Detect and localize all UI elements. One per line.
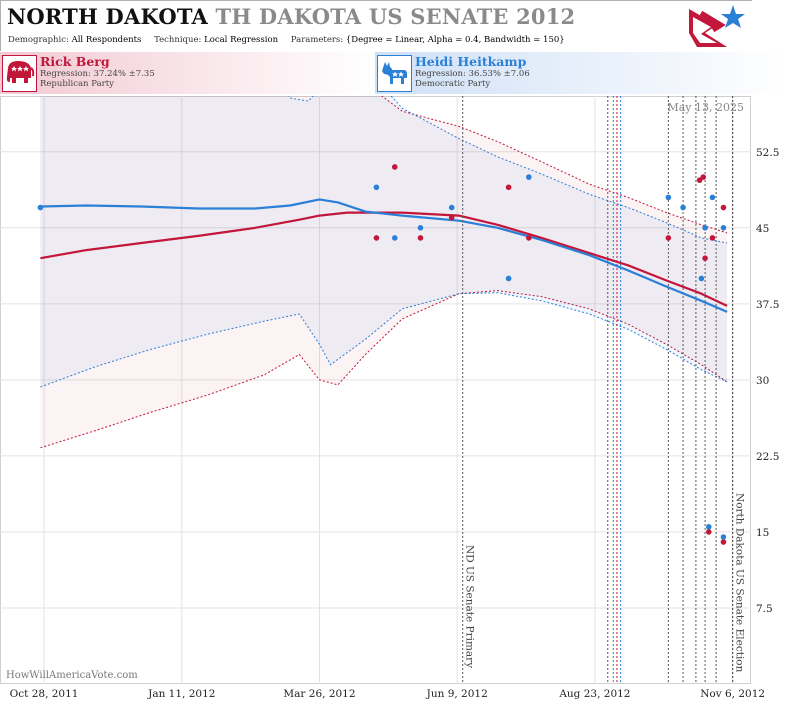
republican-trend-line [40, 211, 728, 307]
title-race: TH DAKOTA US SENATE 2012 [215, 4, 576, 29]
chart-grid [0, 96, 751, 684]
republican-party: Republican Party [40, 79, 114, 89]
vertical-annotations: ND US Senate Primary North Dakota US Sena… [462, 96, 746, 684]
poll-point [705, 529, 712, 535]
date-stamp: May 13, 2025 [667, 101, 744, 114]
x-tick-label: Mar 26, 2012 [283, 688, 355, 700]
y-tick-label: 37.5 [756, 299, 779, 311]
legend-democrat[interactable]: Heidi Heitkamp Regression: 36.53% ±7.06 … [375, 52, 789, 94]
poll-point [680, 204, 686, 211]
republican-band-fill [40, 96, 728, 448]
band-lower-edge [40, 292, 728, 388]
democrat-band-fill [40, 96, 728, 387]
poll-point [391, 235, 398, 241]
demographic-label: Demographic: [8, 35, 69, 45]
trend-lines [40, 198, 728, 313]
poll-point [417, 224, 424, 231]
x-tick-label: Jan 11, 2012 [147, 688, 215, 700]
chart-parameters: Demographic: All Respondents Technique: … [8, 35, 575, 45]
source-credit: HowWillAmericaVote.com [6, 670, 138, 681]
band-lower-edge [40, 290, 728, 449]
poll-point [702, 224, 708, 231]
plot-frame [0, 96, 751, 684]
parameters-value: {Degree = Linear, Alpha = 0.4, Bandwidth… [345, 35, 565, 45]
poll-point [720, 539, 727, 545]
confidence-bands [40, 96, 728, 449]
x-tick-label: Oct 28, 2011 [10, 688, 79, 700]
poll-point [505, 275, 512, 282]
x-tick-label: Nov 6, 2012 [700, 688, 765, 700]
poll-point [720, 224, 727, 231]
site-logo-icon[interactable] [687, 3, 749, 53]
poll-point [720, 204, 727, 211]
poll-point [705, 524, 712, 530]
poll-point [37, 204, 44, 211]
poll-point [505, 184, 512, 191]
technique-label: Technique: [154, 35, 202, 45]
democrat-regression: Regression: 36.53% ±7.06 [415, 69, 530, 79]
poll-point [391, 164, 398, 170]
x-axis-ticks: Oct 28, 2011 Jan 11, 2012 Mar 26, 2012 Jun … [10, 688, 765, 700]
parameters-label: Parameters: [290, 35, 344, 45]
republican-regression: Regression: 37.24% ±7.35 [40, 69, 155, 79]
donkey-icon [377, 55, 412, 92]
demographic-value: All Respondents [71, 35, 142, 45]
democrat-trend-line [40, 198, 728, 313]
poll-point [665, 235, 672, 241]
x-tick-label: Aug 23, 2012 [558, 688, 630, 700]
poll-point [665, 194, 672, 201]
candidate-legend: Rick Berg Regression: 37.24% ±7.35 Repub… [0, 52, 789, 94]
poll-point [373, 235, 380, 241]
annotation-label: ND US Senate Primary [464, 545, 476, 668]
democrat-party: Democratic Party [415, 79, 491, 89]
poll-point [696, 177, 703, 183]
elephant-icon [2, 55, 37, 92]
y-axis-ticks: 52.5 45 37.5 30 22.5 15 7.5 [756, 147, 779, 615]
band-upper-edge [288, 96, 728, 244]
poll-point [448, 204, 455, 211]
page-title: NORTH DAKOTA TH DAKOTA US SENATE 2012 [7, 4, 575, 29]
y-tick-label: 7.5 [756, 603, 773, 615]
poll-point [709, 194, 716, 201]
poll-point [702, 255, 708, 262]
poll-point [448, 214, 455, 221]
y-tick-label: 15 [756, 527, 769, 539]
y-tick-label: 22.5 [756, 451, 779, 463]
technique-value: Local Regression [204, 35, 279, 45]
poll-point [720, 534, 727, 540]
democrat-candidate-name: Heidi Heitkamp [415, 54, 527, 69]
legend-republican[interactable]: Rick Berg Regression: 37.24% ±7.35 Repub… [0, 52, 375, 94]
chart-header: NORTH DAKOTA TH DAKOTA US SENATE 2012 De… [0, 0, 752, 51]
y-tick-label: 30 [756, 375, 769, 387]
poll-point [698, 275, 705, 282]
republican-candidate-name: Rick Berg [40, 54, 110, 69]
y-tick-label: 45 [756, 223, 769, 235]
poll-point [700, 174, 707, 180]
poll-point [373, 184, 380, 191]
y-tick-label: 52.5 [756, 147, 779, 159]
annotation-label: North Dakota US Senate Election [734, 493, 746, 673]
poll-point [709, 235, 716, 241]
poll-points [37, 164, 727, 545]
poll-point [526, 174, 532, 180]
title-state: NORTH DAKOTA [7, 4, 209, 29]
x-tick-label: Jun 9, 2012 [426, 688, 488, 700]
poll-point [417, 235, 424, 241]
poll-point [526, 235, 532, 241]
